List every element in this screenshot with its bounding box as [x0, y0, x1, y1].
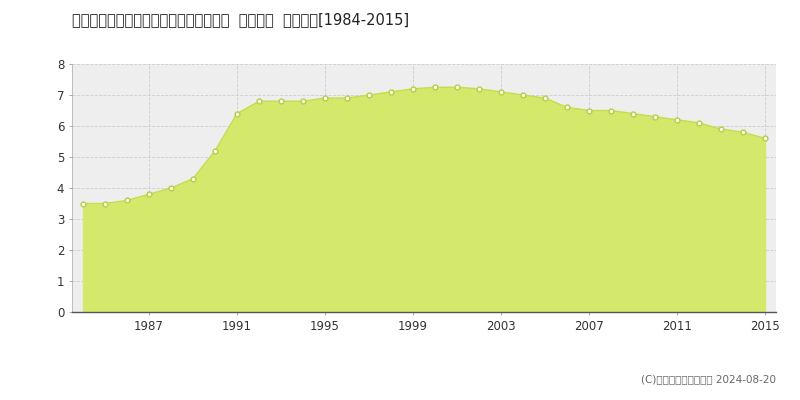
Text: 栃木県栃木市千塚町字春名塚１６７番２  地価公示  地価推移[1984-2015]: 栃木県栃木市千塚町字春名塚１６７番２ 地価公示 地価推移[1984-2015]: [72, 12, 409, 27]
Text: (C)土地価格ドットコム 2024-08-20: (C)土地価格ドットコム 2024-08-20: [641, 374, 776, 384]
